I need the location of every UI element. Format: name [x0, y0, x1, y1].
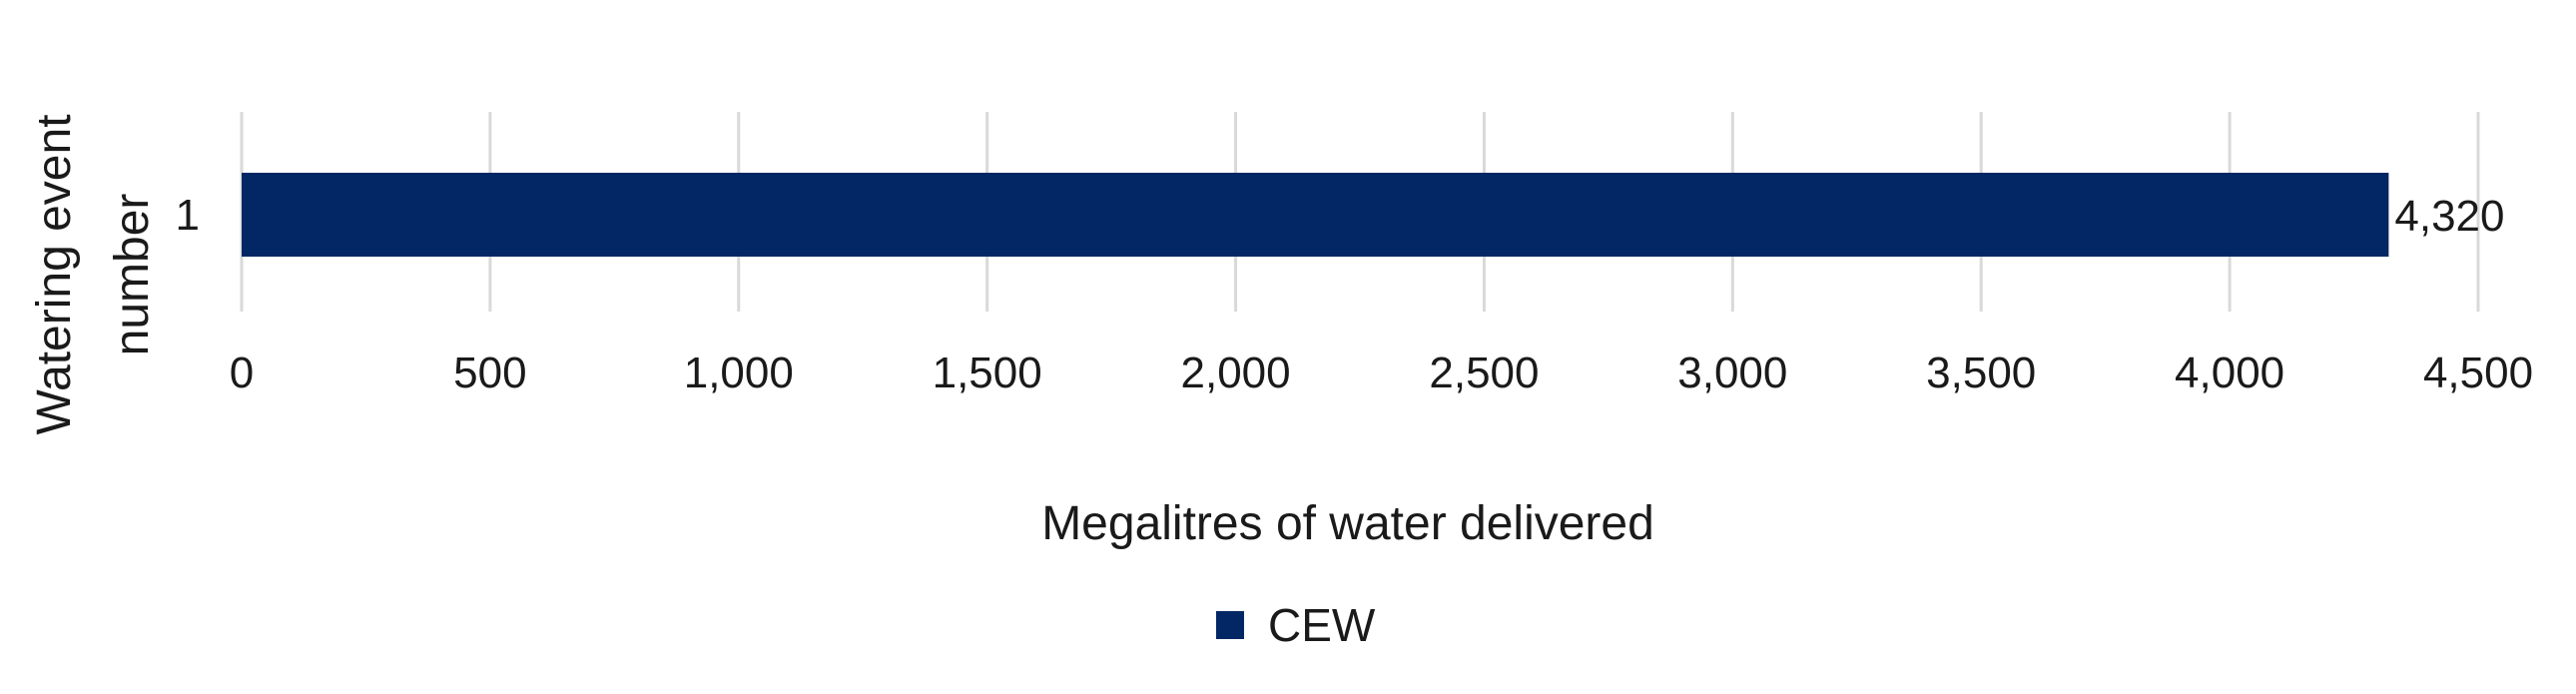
- y-tick-label: 1: [176, 191, 200, 240]
- legend: CEW: [1216, 599, 1376, 651]
- x-tick-label: 3,500: [1926, 348, 2036, 397]
- bars: [242, 173, 2389, 257]
- y-axis-title-line-1: Watering event: [28, 114, 81, 434]
- x-axis-tick-labels: 0 500 1,000 1,500 2,000 2,500 3,000 3,500 4,000 4…: [230, 348, 2533, 397]
- x-tick-label: 500: [453, 348, 526, 397]
- x-tick-label: 4,000: [2175, 348, 2284, 397]
- legend-label-cew: CEW: [1268, 599, 1376, 651]
- x-axis-title: Megalitres of water delivered: [1041, 497, 1654, 550]
- y-axis-title-line-2: number: [106, 194, 159, 356]
- x-tick-label: 3,000: [1677, 348, 1787, 397]
- legend-swatch-cew: [1216, 611, 1244, 639]
- data-labels: 4,320: [2394, 192, 2504, 241]
- y-axis-tick-labels: 1: [176, 191, 200, 240]
- y-axis-title: Watering event number: [28, 114, 159, 434]
- x-tick-label: 4,500: [2423, 348, 2533, 397]
- x-tick-label: 1,000: [684, 348, 794, 397]
- x-tick-label: 0: [230, 348, 254, 397]
- data-label: 4,320: [2394, 192, 2504, 241]
- x-tick-label: 2,500: [1429, 348, 1539, 397]
- x-tick-label: 2,000: [1181, 348, 1291, 397]
- x-tick-label: 1,500: [933, 348, 1042, 397]
- bar: [242, 173, 2389, 257]
